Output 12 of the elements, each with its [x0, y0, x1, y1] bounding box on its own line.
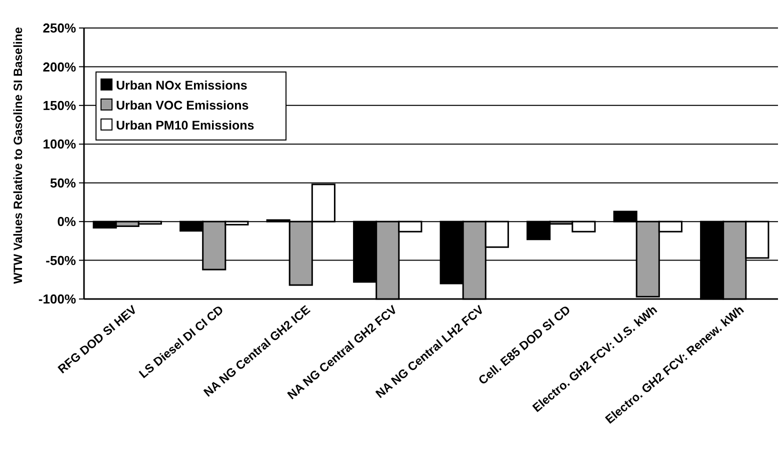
y-tick-label: 100% — [42, 136, 76, 152]
y-tick-label: 250% — [42, 20, 76, 36]
y-tick-label: 50% — [50, 175, 76, 190]
y-tick-label: -100% — [38, 292, 76, 307]
y-axis-title: WTW Values Relative to Gasoline SI Baseline — [11, 26, 25, 284]
legend-label: Urban VOC Emissions — [116, 98, 249, 112]
y-tick-label: 0% — [57, 214, 76, 230]
y-tick-label: -50% — [46, 252, 76, 268]
legend-label: Urban PM10 Emissions — [116, 118, 254, 132]
y-tick-label: 150% — [42, 98, 76, 113]
legend-label: Urban NOx Emissions — [116, 78, 248, 92]
y-tick-label: 200% — [42, 59, 76, 74]
